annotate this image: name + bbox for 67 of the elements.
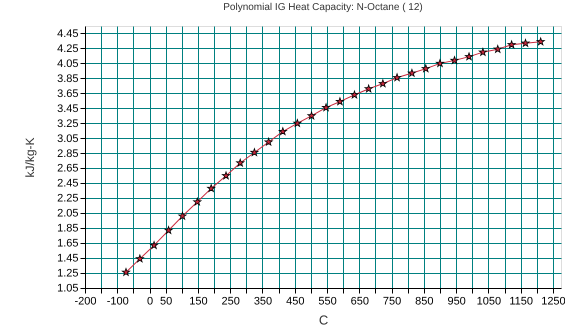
y-tick-label: 1.05 bbox=[57, 282, 78, 294]
y-tick-label: 3.45 bbox=[57, 102, 78, 115]
x-tick-label: -100 bbox=[106, 296, 129, 308]
x-tick-label: 250 bbox=[222, 296, 240, 308]
y-tick-label: 3.05 bbox=[57, 132, 78, 145]
point bbox=[364, 84, 373, 92]
x-tick-label: 50 bbox=[160, 296, 172, 308]
y-tick-label: 3.85 bbox=[57, 72, 78, 85]
point bbox=[436, 59, 444, 67]
y-tick-label: 4.45 bbox=[57, 28, 78, 40]
y-tick-label: 2.65 bbox=[57, 162, 78, 175]
point bbox=[378, 79, 387, 88]
point bbox=[207, 184, 216, 192]
point bbox=[478, 48, 487, 56]
x-tick-label: 450 bbox=[286, 296, 304, 308]
y-tick-label: 2.45 bbox=[57, 178, 78, 190]
point bbox=[136, 254, 144, 262]
point bbox=[350, 90, 359, 98]
y-tick-label: 1.65 bbox=[57, 238, 78, 250]
point bbox=[450, 56, 459, 64]
x-tick-label: 1250 bbox=[541, 296, 565, 308]
y-tick-label: 2.85 bbox=[57, 148, 78, 160]
y-tick-label: 2.25 bbox=[57, 192, 78, 205]
point bbox=[422, 64, 430, 72]
y-tick-label: 3.25 bbox=[57, 118, 78, 130]
x-tick-label: 350 bbox=[254, 296, 272, 308]
point bbox=[508, 40, 516, 48]
point bbox=[264, 138, 273, 146]
point bbox=[236, 158, 244, 167]
point bbox=[307, 112, 316, 120]
y-tick-label: 2.05 bbox=[57, 208, 78, 220]
point bbox=[521, 38, 530, 47]
x-tick-label: 1050 bbox=[476, 296, 502, 308]
point bbox=[322, 103, 330, 112]
point bbox=[494, 44, 502, 53]
x-tick-label: -200 bbox=[74, 296, 97, 308]
point bbox=[536, 37, 545, 46]
x-tick-label: 1150 bbox=[509, 296, 533, 308]
point bbox=[336, 97, 344, 106]
y-tick-label: 1.85 bbox=[57, 222, 78, 235]
point bbox=[278, 127, 287, 136]
x-tick-label: 950 bbox=[447, 296, 466, 308]
y-tick-label: 3.65 bbox=[57, 88, 78, 100]
point bbox=[164, 226, 173, 234]
point bbox=[408, 68, 416, 77]
point bbox=[293, 119, 302, 127]
x-tick-label: 750 bbox=[382, 296, 402, 308]
point bbox=[392, 73, 402, 82]
point bbox=[250, 148, 259, 156]
point bbox=[464, 52, 474, 60]
point bbox=[193, 198, 202, 206]
point bbox=[178, 212, 187, 220]
point bbox=[150, 241, 158, 249]
point bbox=[222, 171, 230, 180]
x-tick-label: 0 bbox=[146, 296, 154, 308]
chart-title: Polynomial IG Heat Capacity: N-Octane ( 12) bbox=[223, 2, 423, 13]
x-axis-title: C bbox=[318, 312, 328, 328]
x-tick-label: 150 bbox=[189, 296, 208, 308]
x-tick-label: 550 bbox=[318, 296, 337, 308]
y-axis-title: kJ/kg-K bbox=[23, 137, 38, 178]
x-tick-label: 850 bbox=[415, 296, 434, 308]
y-tick-label: 4.25 bbox=[57, 42, 78, 55]
y-tick-label: 1.25 bbox=[57, 268, 78, 280]
y-tick-label: 1.45 bbox=[57, 252, 78, 265]
x-tick-label: 650 bbox=[350, 296, 369, 308]
y-tick-label: 4.05 bbox=[57, 58, 78, 70]
point bbox=[122, 268, 130, 276]
